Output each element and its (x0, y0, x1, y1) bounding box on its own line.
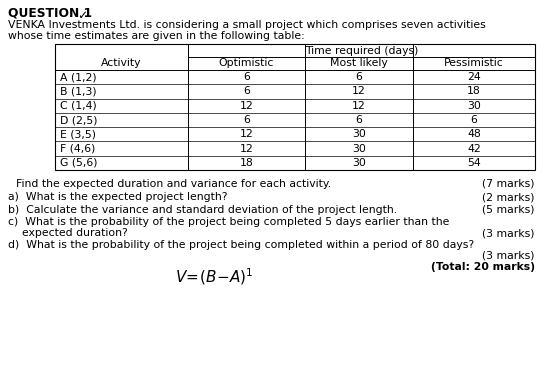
Text: (3 marks): (3 marks) (483, 228, 535, 238)
Text: 30: 30 (352, 129, 366, 139)
Text: 6: 6 (470, 115, 478, 125)
Text: E (3,5): E (3,5) (60, 129, 96, 139)
Text: 24: 24 (467, 72, 481, 82)
Text: ✓: ✓ (77, 9, 87, 22)
Text: 12: 12 (352, 87, 366, 96)
Text: Activity: Activity (101, 59, 142, 68)
Text: 6: 6 (243, 87, 250, 96)
Text: Optimistic: Optimistic (219, 59, 274, 68)
Text: (3 marks): (3 marks) (483, 251, 535, 261)
Text: D (2,5): D (2,5) (60, 115, 98, 125)
Text: QUESTION 1: QUESTION 1 (8, 7, 92, 20)
Text: 30: 30 (352, 158, 366, 168)
Text: d)  What is the probability of the project being completed within a period of 80: d) What is the probability of the projec… (8, 240, 474, 250)
Text: 6: 6 (243, 115, 250, 125)
Text: 18: 18 (240, 158, 253, 168)
Text: Time required (days): Time required (days) (305, 45, 418, 56)
Text: B (1,3): B (1,3) (60, 87, 96, 96)
Text: (Total: 20 marks): (Total: 20 marks) (431, 262, 535, 272)
Text: Most likely: Most likely (330, 59, 388, 68)
Text: G (5,6): G (5,6) (60, 158, 98, 168)
Text: (2 marks): (2 marks) (483, 192, 535, 202)
Text: whose time estimates are given in the following table:: whose time estimates are given in the fo… (8, 31, 305, 41)
Text: 6: 6 (356, 72, 362, 82)
Text: b)  Calculate the variance and standard deviation of the project length.: b) Calculate the variance and standard d… (8, 205, 397, 215)
Text: 42: 42 (467, 144, 481, 153)
Text: 12: 12 (240, 144, 253, 153)
Text: C (1,4): C (1,4) (60, 101, 97, 111)
Text: F (4,6): F (4,6) (60, 144, 95, 153)
Text: 18: 18 (467, 87, 481, 96)
Text: 12: 12 (240, 101, 253, 111)
Text: 6: 6 (356, 115, 362, 125)
Text: Pessimistic: Pessimistic (444, 59, 504, 68)
Text: (5 marks): (5 marks) (483, 205, 535, 215)
Text: 30: 30 (467, 101, 481, 111)
Text: (7 marks): (7 marks) (483, 179, 535, 189)
Text: A (1,2): A (1,2) (60, 72, 96, 82)
Text: a)  What is the expected project length?: a) What is the expected project length? (8, 192, 228, 202)
Text: $V\!=\!\left(B\!-\!A\right)^{1}$: $V\!=\!\left(B\!-\!A\right)^{1}$ (175, 266, 254, 287)
Text: c)  What is the probability of the project being completed 5 days earlier than t: c) What is the probability of the projec… (8, 217, 449, 227)
Text: 54: 54 (467, 158, 481, 168)
Text: 30: 30 (352, 144, 366, 153)
Text: expected duration?: expected duration? (8, 228, 128, 238)
Text: 12: 12 (352, 101, 366, 111)
Bar (55, 44, 535, 170)
Text: VENKA Investments Ltd. is considering a small project which comprises seven acti: VENKA Investments Ltd. is considering a … (8, 20, 486, 30)
Text: 48: 48 (467, 129, 481, 139)
Text: 12: 12 (240, 129, 253, 139)
Text: 6: 6 (243, 72, 250, 82)
Text: Find the expected duration and variance for each activity.: Find the expected duration and variance … (16, 179, 331, 189)
